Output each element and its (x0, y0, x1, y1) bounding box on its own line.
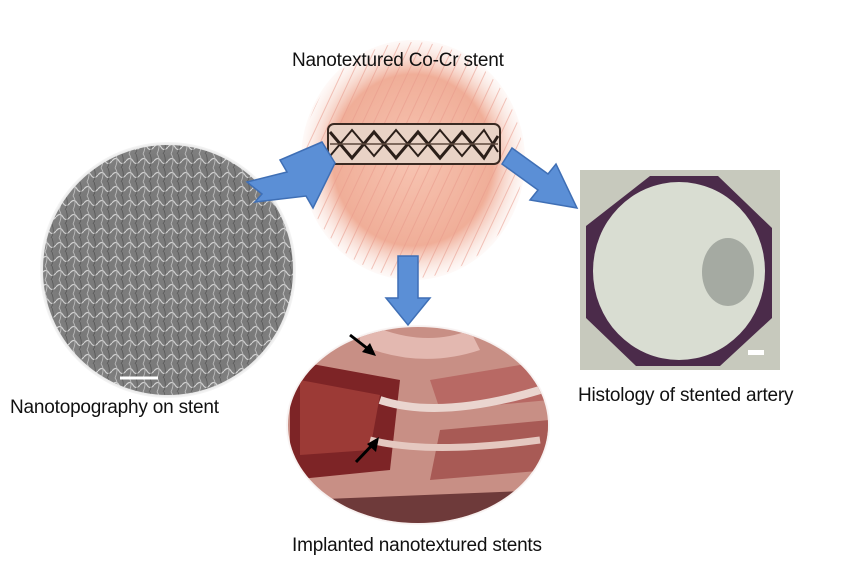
artery-lumen (593, 182, 765, 360)
pointer-arrow-top (349, 333, 376, 356)
pointer-arrow-bottom (354, 437, 379, 464)
label-nanotopography: Nanotopography on stent (10, 397, 219, 418)
histology-image (580, 170, 780, 370)
sem-image (40, 142, 296, 398)
implant-photo (286, 325, 550, 525)
stent-device (327, 123, 501, 165)
stent-photo (301, 40, 525, 280)
label-implanted: Implanted nanotextured stents (292, 535, 542, 556)
block-arrow-left (245, 141, 336, 210)
block-arrow-down (384, 255, 432, 327)
scale-bar (748, 350, 764, 355)
label-stent: Nanotextured Co-Cr stent (292, 50, 504, 71)
block-arrow-right (500, 146, 579, 209)
label-histology: Histology of stented artery (578, 385, 794, 406)
